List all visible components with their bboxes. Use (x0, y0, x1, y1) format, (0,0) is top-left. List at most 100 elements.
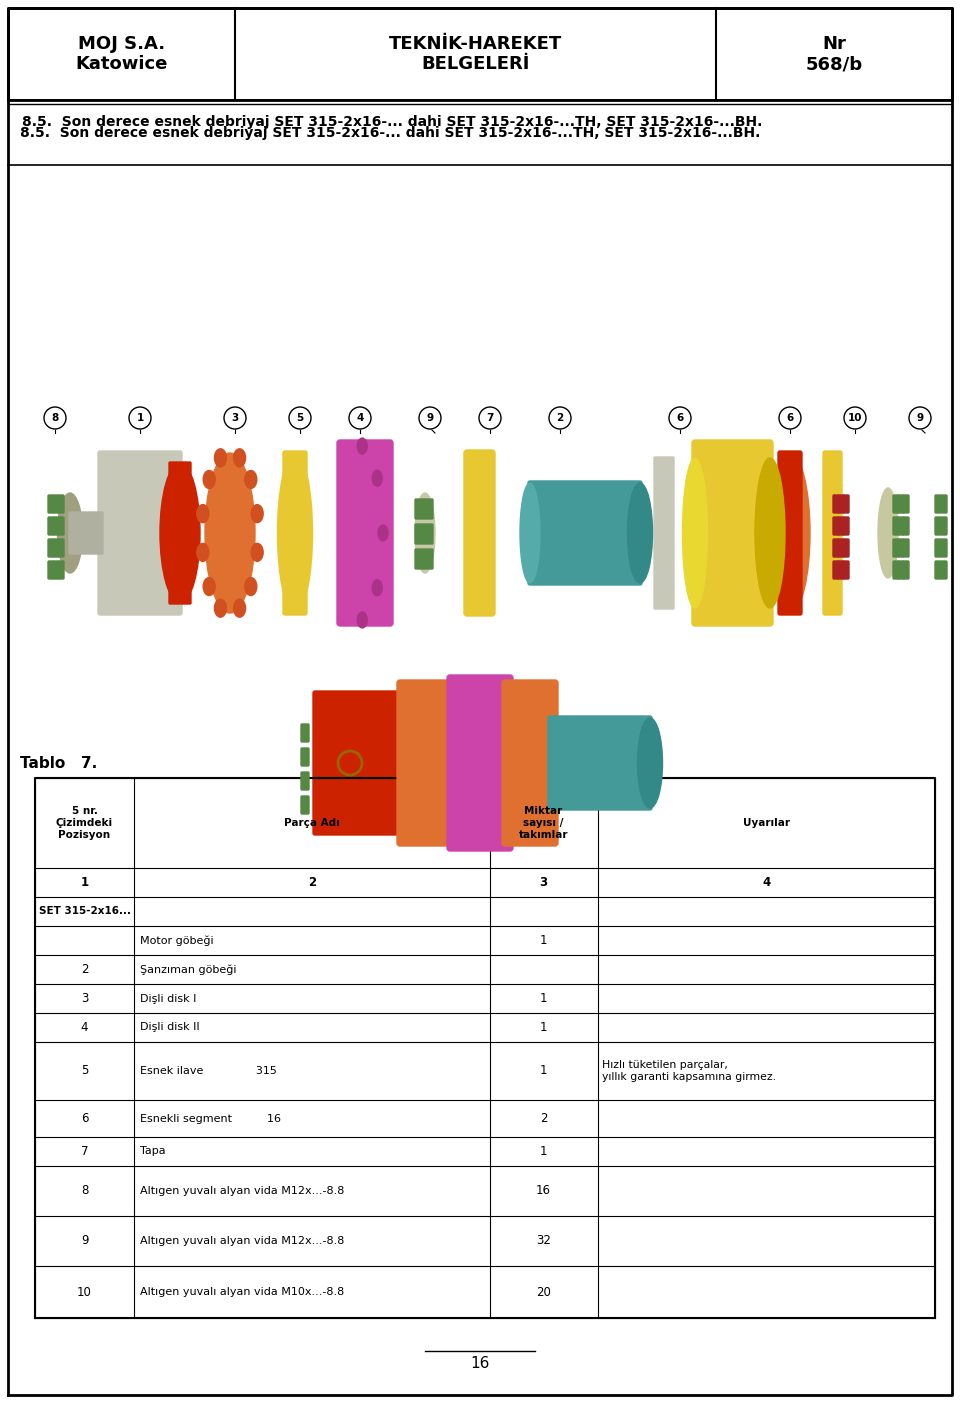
Text: Hızlı tüketilen parçalar,
yıllık garanti kapsamına girmez.: Hızlı tüketilen parçalar, yıllık garanti… (603, 1061, 777, 1082)
Text: 8: 8 (52, 412, 59, 422)
Text: 7: 7 (487, 412, 493, 422)
FancyBboxPatch shape (421, 499, 427, 519)
Ellipse shape (214, 449, 227, 467)
FancyBboxPatch shape (427, 549, 433, 570)
Text: 2: 2 (308, 875, 316, 890)
Text: 8.5.  Son derece esnek debriyaj SET 315-2x16-... dahi SET 315-2x16-...TH, SET 31: 8.5. Son derece esnek debriyaj SET 315-2… (22, 115, 762, 129)
Text: 9: 9 (917, 412, 924, 422)
FancyBboxPatch shape (843, 561, 849, 579)
FancyBboxPatch shape (301, 772, 309, 790)
Text: 8: 8 (81, 1184, 88, 1198)
Text: Esnek ilave               315: Esnek ilave 315 (140, 1066, 276, 1076)
Text: 7: 7 (81, 1145, 88, 1157)
Ellipse shape (233, 599, 246, 617)
Text: 1: 1 (81, 875, 88, 890)
Text: Şanzıman göbeği: Şanzıman göbeği (140, 964, 236, 975)
FancyBboxPatch shape (53, 516, 59, 535)
Text: 5: 5 (81, 1065, 88, 1078)
FancyBboxPatch shape (313, 692, 407, 835)
Ellipse shape (415, 492, 435, 572)
Text: 3: 3 (81, 992, 88, 1005)
FancyBboxPatch shape (941, 561, 947, 579)
FancyBboxPatch shape (838, 495, 844, 513)
Text: 3: 3 (231, 412, 239, 422)
Ellipse shape (372, 579, 382, 596)
FancyBboxPatch shape (935, 495, 941, 513)
FancyBboxPatch shape (898, 539, 904, 557)
FancyBboxPatch shape (941, 539, 947, 557)
Text: 1: 1 (540, 1145, 547, 1157)
Ellipse shape (197, 505, 209, 523)
FancyBboxPatch shape (893, 495, 899, 513)
Ellipse shape (520, 483, 540, 584)
FancyBboxPatch shape (415, 523, 421, 544)
FancyBboxPatch shape (283, 450, 307, 615)
FancyBboxPatch shape (903, 539, 909, 557)
Circle shape (844, 407, 866, 429)
FancyBboxPatch shape (935, 539, 941, 557)
Text: 4: 4 (356, 412, 364, 422)
Text: 8.5.  Son derece esnek debriyaj SET 315-2x16-... dahi SET 315-2x16-...TH, SET 31: 8.5. Son derece esnek debriyaj SET 315-2… (20, 125, 760, 139)
Text: 6: 6 (677, 412, 684, 422)
Text: Miktar
sayısı /
takımlar: Miktar sayısı / takımlar (518, 807, 568, 839)
Text: SET 315-2x16...: SET 315-2x16... (39, 906, 131, 916)
Text: 3: 3 (540, 875, 547, 890)
Ellipse shape (357, 438, 368, 455)
FancyBboxPatch shape (898, 495, 904, 513)
FancyBboxPatch shape (48, 539, 54, 557)
FancyBboxPatch shape (48, 495, 54, 513)
FancyBboxPatch shape (48, 516, 54, 535)
FancyBboxPatch shape (53, 539, 59, 557)
FancyBboxPatch shape (169, 462, 191, 605)
Ellipse shape (357, 612, 368, 629)
Ellipse shape (160, 463, 200, 603)
Text: Altıgen yuvalı alyan vida M12x...-8.8: Altıgen yuvalı alyan vida M12x...-8.8 (140, 1186, 345, 1195)
FancyBboxPatch shape (421, 523, 427, 544)
FancyBboxPatch shape (833, 539, 839, 557)
Ellipse shape (378, 525, 388, 542)
FancyBboxPatch shape (843, 495, 849, 513)
Circle shape (479, 407, 501, 429)
FancyBboxPatch shape (898, 516, 904, 535)
FancyBboxPatch shape (941, 516, 947, 535)
Ellipse shape (58, 492, 83, 572)
FancyBboxPatch shape (778, 450, 802, 615)
FancyBboxPatch shape (941, 495, 947, 513)
FancyBboxPatch shape (415, 499, 421, 519)
Text: 1: 1 (136, 412, 144, 422)
Ellipse shape (197, 543, 209, 561)
Ellipse shape (245, 578, 257, 595)
Text: 16: 16 (470, 1355, 490, 1371)
Circle shape (909, 407, 931, 429)
Text: Esnekli segment          16: Esnekli segment 16 (140, 1114, 281, 1124)
Text: 16: 16 (536, 1184, 551, 1198)
FancyBboxPatch shape (833, 516, 839, 535)
FancyBboxPatch shape (58, 516, 64, 535)
FancyBboxPatch shape (898, 561, 904, 579)
Text: Tablo   7.: Tablo 7. (20, 755, 97, 770)
FancyBboxPatch shape (58, 539, 64, 557)
Circle shape (224, 407, 246, 429)
FancyBboxPatch shape (893, 516, 899, 535)
Ellipse shape (252, 543, 263, 561)
FancyBboxPatch shape (935, 516, 941, 535)
FancyBboxPatch shape (903, 495, 909, 513)
Ellipse shape (755, 457, 785, 607)
FancyBboxPatch shape (447, 675, 513, 852)
Ellipse shape (637, 718, 662, 808)
FancyBboxPatch shape (301, 796, 309, 814)
FancyBboxPatch shape (48, 561, 54, 579)
Circle shape (289, 407, 311, 429)
Text: Tapa: Tapa (140, 1146, 166, 1156)
Text: 32: 32 (536, 1235, 551, 1247)
FancyBboxPatch shape (69, 512, 103, 554)
Text: Altıgen yuvalı alyan vida M10x...-8.8: Altıgen yuvalı alyan vida M10x...-8.8 (140, 1287, 345, 1296)
FancyBboxPatch shape (427, 523, 433, 544)
Text: 20: 20 (536, 1285, 551, 1299)
Text: 2: 2 (540, 1113, 547, 1125)
FancyBboxPatch shape (833, 495, 839, 513)
FancyBboxPatch shape (935, 561, 941, 579)
Text: MOJ S.A.
Katowice: MOJ S.A. Katowice (75, 35, 167, 73)
FancyBboxPatch shape (823, 450, 842, 615)
Ellipse shape (204, 578, 215, 595)
